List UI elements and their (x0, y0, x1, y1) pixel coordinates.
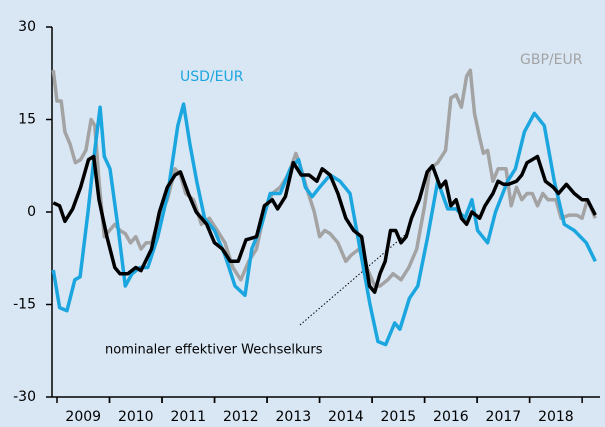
x-tick-label: 2013 (275, 409, 311, 425)
x-tick-label: 2012 (223, 409, 259, 425)
y-tick-label: 0 (27, 204, 36, 220)
x-tick-label: 2009 (65, 409, 101, 425)
y-tick-label: 30 (18, 19, 36, 35)
x-tick-label: 2016 (433, 409, 469, 425)
x-tick-label: 2010 (118, 409, 154, 425)
x-tick-label: 2015 (381, 409, 417, 425)
y-tick-label: -15 (13, 297, 36, 313)
series-label: GBP/EUR (520, 52, 583, 68)
line-series (51, 68, 597, 288)
series-label: nominaler effektiver Wechselkurs (105, 343, 323, 358)
x-tick-label: 2011 (170, 409, 206, 425)
series-label: USD/EUR (180, 69, 244, 85)
line-series (52, 154, 597, 294)
line-series (51, 102, 597, 347)
x-tick-label: 2014 (328, 409, 364, 425)
x-tick-label: 2018 (538, 409, 574, 425)
y-tick-label: 15 (18, 112, 36, 128)
y-tick-label: -30 (13, 389, 36, 405)
x-tick-label: 2017 (486, 409, 522, 425)
